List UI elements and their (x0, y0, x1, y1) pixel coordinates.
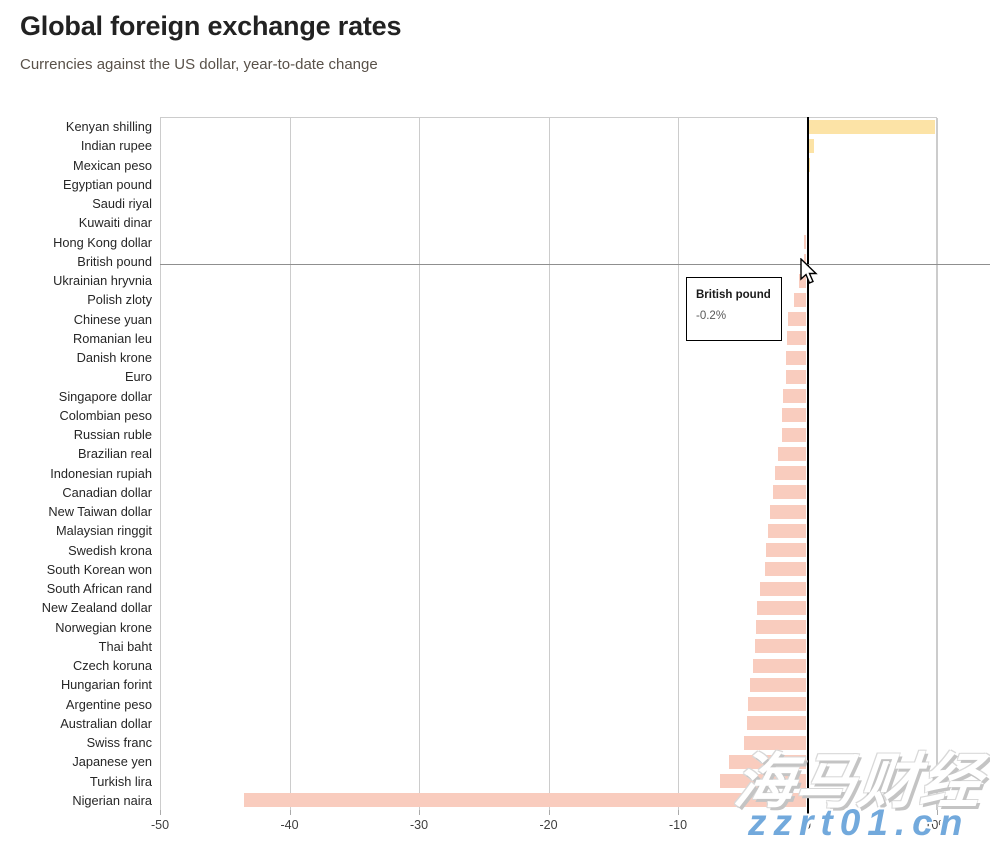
x-tick-label: -20 (539, 818, 558, 832)
y-axis-label: Canadian dollar (62, 484, 152, 500)
plot-area (160, 117, 938, 810)
y-axis-label: Hungarian forint (60, 677, 152, 693)
y-axis-label: Russian ruble (73, 427, 152, 442)
axis-tick (160, 810, 161, 815)
y-axis-label: Indian rupee (80, 138, 152, 154)
y-axis-label: Mexican peso (73, 157, 152, 173)
y-axis-label: Saudi riyal (92, 196, 152, 211)
y-axis-label: Czech koruna (73, 658, 152, 673)
bar-czech-koruna[interactable] (753, 658, 807, 673)
bar-south-african-rand[interactable] (759, 581, 807, 596)
bar-euro[interactable] (785, 369, 807, 384)
y-axis-label: Egyptian pound (63, 176, 152, 192)
bar-polish-zloty[interactable] (793, 292, 807, 307)
x-tick-label: -30 (409, 818, 429, 832)
bar-colombian-peso[interactable] (781, 408, 807, 423)
bar-british-pound[interactable] (803, 254, 807, 269)
bar-russian-ruble[interactable] (781, 427, 807, 442)
gridline (419, 118, 420, 810)
y-axis-label: New Taiwan dollar (48, 504, 152, 519)
bar-new-taiwan-dollar[interactable] (770, 504, 807, 519)
axis-tick (678, 810, 679, 815)
bar-norwegian-krone[interactable] (755, 620, 807, 635)
bar-australian-dollar[interactable] (746, 716, 807, 731)
x-tick-label: 0 (804, 818, 811, 832)
bar-chinese-yuan[interactable] (788, 312, 807, 327)
y-axis-label: Swiss franc (86, 735, 152, 750)
hover-crosshair-line (160, 264, 990, 266)
y-axis-label: Swedish krona (68, 542, 152, 558)
y-axis-label: Danish krone (76, 350, 152, 365)
bar-south-korean-won[interactable] (765, 562, 807, 577)
x-tick-label: -10 (668, 818, 688, 832)
y-axis-label: Polish zloty (87, 292, 152, 308)
axis-tick (289, 810, 291, 815)
bar-canadian-dollar[interactable] (772, 485, 807, 500)
y-axis-label: Hong Kong dollar (53, 234, 152, 250)
tooltip: British pound -0.2% (686, 277, 782, 341)
y-axis-label: Kuwaiti dinar (78, 215, 152, 231)
y-axis-label: Malaysian ringgit (55, 523, 152, 539)
bar-ukrainian-hryvnia[interactable] (798, 273, 807, 288)
page-subtitle: Currencies against the US dollar, year-t… (20, 56, 378, 73)
tooltip-value: -0.2% (696, 310, 727, 322)
y-axis-label: Romanian leu (73, 330, 152, 346)
y-axis-label: Indonesian rupiah (50, 465, 152, 481)
mouse-cursor-icon (800, 258, 818, 284)
bar-hungarian-forint[interactable] (749, 677, 807, 692)
y-axis-label: South Korean won (46, 561, 152, 577)
bar-indonesian-rupiah[interactable] (775, 466, 807, 481)
bar-brazilian-real[interactable] (778, 446, 807, 461)
bar-romanian-leu[interactable] (787, 331, 807, 346)
bar-danish-krone[interactable] (785, 350, 807, 365)
bar-nigerian-naira[interactable] (244, 793, 807, 808)
y-axis-label: Chinese yuan (73, 311, 152, 327)
axis-tick (419, 810, 420, 815)
bar-thai-baht[interactable] (754, 639, 807, 654)
x-tick-label: 10% (924, 818, 950, 832)
gridline (289, 118, 291, 810)
axis-tick (548, 810, 550, 815)
y-axis-label: Singapore dollar (58, 388, 152, 404)
y-axis-label: British pound (77, 253, 152, 269)
gridline (548, 118, 550, 810)
bar-swiss-franc[interactable] (744, 735, 807, 750)
bar-new-zealand-dollar[interactable] (757, 600, 807, 615)
axis-tick (937, 810, 938, 815)
bar-argentine-peso[interactable] (748, 697, 807, 712)
bar-turkish-lira[interactable] (719, 774, 807, 789)
bar-hong-kong-dollar[interactable] (803, 235, 807, 250)
gridline (160, 118, 161, 810)
bar-indian-rupee[interactable] (808, 138, 814, 153)
y-axis-label: Australian dollar (60, 715, 152, 731)
y-axis-label: Brazilian real (78, 446, 152, 462)
y-axis-label: Euro (124, 369, 152, 385)
y-axis-label: New Zealand dollar (41, 600, 152, 616)
bar-japanese-yen[interactable] (728, 754, 807, 769)
zero-baseline (806, 117, 809, 820)
y-axis-label: Thai baht (98, 638, 152, 654)
gridline (937, 118, 938, 810)
x-tick-label: -50 (150, 818, 170, 832)
bar-swedish-krona[interactable] (766, 543, 807, 558)
gridline (678, 118, 679, 810)
bar-kenyan-shilling[interactable] (808, 119, 936, 134)
page-title: Global foreign exchange rates (20, 11, 402, 41)
x-tick-label: -40 (280, 818, 299, 832)
y-axis-label: Japanese yen (72, 754, 152, 770)
bar-mexican-peso[interactable] (808, 158, 810, 173)
y-axis-label: Turkish lira (89, 773, 152, 789)
bar-malaysian-ringgit[interactable] (767, 523, 807, 538)
y-axis-label: Norwegian krone (55, 619, 152, 635)
y-axis-label: Kenyan shilling (65, 119, 152, 134)
watermark-url: zzrt01.cn (748, 802, 970, 843)
y-axis-label: Colombian peso (59, 407, 152, 423)
y-axis-label: Ukrainian hryvnia (53, 273, 152, 288)
y-axis-label: Nigerian naira (72, 792, 152, 808)
y-axis-label: Argentine peso (65, 696, 152, 712)
tooltip-title: British pound (696, 289, 771, 301)
bar-singapore-dollar[interactable] (783, 389, 807, 404)
y-axis-label: South African rand (46, 581, 152, 596)
